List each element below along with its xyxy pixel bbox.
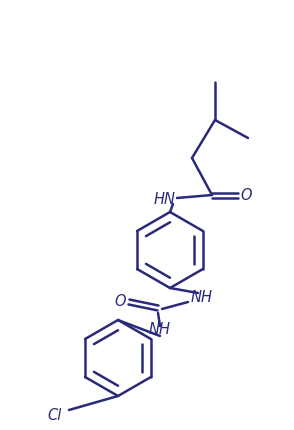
Text: HN: HN	[154, 191, 176, 206]
Text: Cl: Cl	[48, 408, 62, 423]
Text: O: O	[240, 187, 252, 203]
Text: O: O	[114, 295, 126, 310]
Text: NH: NH	[191, 291, 213, 305]
Text: NH: NH	[149, 322, 171, 338]
